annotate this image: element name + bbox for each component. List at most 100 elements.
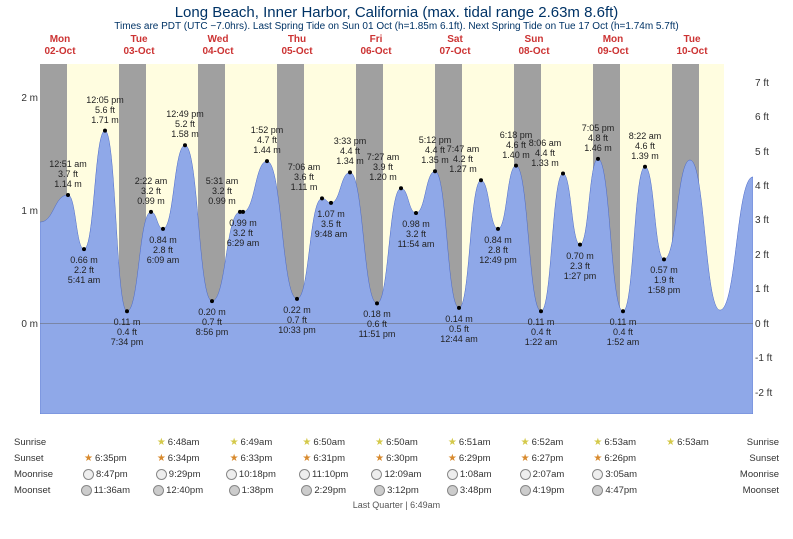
y-tick-ft: 0 ft xyxy=(755,319,769,330)
time-text: 6:33pm xyxy=(241,453,273,464)
sunset-icon: ★ xyxy=(84,453,93,464)
tide-point-label: 0.99 m3.2 ft6:29 am xyxy=(227,218,260,248)
y-tick-ft: 2 ft xyxy=(755,250,769,261)
tide-point-label: 0.11 m0.4 ft1:52 am xyxy=(607,317,640,347)
time-text: 10:18pm xyxy=(239,469,276,480)
moon-icon xyxy=(226,469,237,480)
footer-cell: 11:36am xyxy=(70,485,140,496)
footer-row-moonset: Moonset11:36am12:40pm1:38pm2:29pm3:12pm3… xyxy=(10,482,783,498)
footer-cell: 1:38pm xyxy=(216,485,286,496)
day-header: Wed04-Oct xyxy=(188,34,248,58)
y-tick-m: 0 m xyxy=(21,319,38,330)
footer-cell: ★6:49am xyxy=(216,437,286,448)
footer-cell: ★6:26pm xyxy=(580,453,650,464)
footer-cell: ★6:34pm xyxy=(143,453,213,464)
y-axis-right: -2 ft-1 ft0 ft1 ft2 ft3 ft4 ft5 ft6 ft7 … xyxy=(755,64,783,414)
y-tick-m: 2 m xyxy=(21,93,38,104)
y-tick-ft: 5 ft xyxy=(755,147,769,158)
day-header: Mon09-Oct xyxy=(583,34,643,58)
footer-cell xyxy=(653,469,723,480)
tide-point-label: 0.22 m0.7 ft10:33 pm xyxy=(278,305,316,335)
tide-point-label: 7:27 am3.9 ft1.20 m xyxy=(367,152,400,182)
footer-cell: ★6:50am xyxy=(361,437,431,448)
footer-cell: ★6:51am xyxy=(434,437,504,448)
footer-cell: ★6:31pm xyxy=(289,453,359,464)
tide-point-label: 0.11 m0.4 ft1:22 am xyxy=(525,317,558,347)
y-tick-ft: 4 ft xyxy=(755,181,769,192)
moon-icon xyxy=(229,485,240,496)
moon-icon xyxy=(83,469,94,480)
sunrise-icon: ★ xyxy=(448,437,457,448)
day-header: Mon02-Oct xyxy=(30,34,90,58)
footer-cell: ★6:53am xyxy=(580,437,650,448)
time-text: 11:36am xyxy=(94,485,130,496)
footer-cell: ★6:53am xyxy=(653,437,723,448)
time-text: 9:29pm xyxy=(169,469,201,480)
sunset-icon: ★ xyxy=(302,453,311,464)
time-text: 12:09am xyxy=(384,469,421,480)
tide-point-label: 0.20 m0.7 ft8:56 pm xyxy=(196,307,229,337)
footer-cell: 4:47pm xyxy=(580,485,650,496)
footer-cell xyxy=(653,485,723,496)
y-tick-m: 1 m xyxy=(21,206,38,217)
row-label-left: Sunset xyxy=(10,453,69,464)
time-text: 6:31pm xyxy=(313,453,345,464)
sunrise-icon: ★ xyxy=(666,437,675,448)
footer-cell: ★6:48am xyxy=(143,437,213,448)
sunrise-icon: ★ xyxy=(593,437,602,448)
chart-subtitle: Times are PDT (UTC −7.0hrs). Last Spring… xyxy=(0,21,793,34)
moon-icon xyxy=(371,469,382,480)
chart-title: Long Beach, Inner Harbor, California (ma… xyxy=(0,0,793,21)
y-tick-ft: 7 ft xyxy=(755,78,769,89)
moon-icon xyxy=(81,485,92,496)
tide-point-label: 0.66 m2.2 ft5:41 am xyxy=(68,255,101,285)
tide-point-label: 7:47 am4.2 ft1.27 m xyxy=(447,144,480,174)
footer-cell: 11:10pm xyxy=(289,469,359,480)
time-text: 6:35pm xyxy=(95,453,127,464)
footer-cell: ★6:27pm xyxy=(507,453,577,464)
tide-point-label: 6:18 pm4.6 ft1.40 m xyxy=(500,130,533,160)
time-text: 8:47pm xyxy=(96,469,128,480)
sunset-icon: ★ xyxy=(230,453,239,464)
footer-cell: 9:29pm xyxy=(143,469,213,480)
tide-point-label: 8:22 am4.6 ft1.39 m xyxy=(629,131,662,161)
day-header: Sat07-Oct xyxy=(425,34,485,58)
sunrise-icon: ★ xyxy=(375,437,384,448)
tide-point-label: 12:05 pm5.6 ft1.71 m xyxy=(86,95,124,125)
tide-point-label: 0.11 m0.4 ft7:34 pm xyxy=(111,317,144,347)
footer-cell xyxy=(70,437,140,448)
footer-cell: 3:48pm xyxy=(434,485,504,496)
time-text: 6:30pm xyxy=(386,453,418,464)
row-label-right: Moonrise xyxy=(724,469,783,480)
time-text: 2:07am xyxy=(533,469,565,480)
time-text: 6:50am xyxy=(313,437,345,448)
time-text: 3:12pm xyxy=(387,485,419,496)
footer-cell: 3:12pm xyxy=(361,485,431,496)
sunset-icon: ★ xyxy=(521,453,530,464)
footer-cell: ★6:33pm xyxy=(216,453,286,464)
time-text: 11:10pm xyxy=(312,469,348,480)
footer-cell xyxy=(653,453,723,464)
tide-point-label: 7:05 pm4.8 ft1.46 m xyxy=(582,123,615,153)
tide-point-label: 1:52 pm4.7 ft1.44 m xyxy=(251,125,284,155)
chart-container: Long Beach, Inner Harbor, California (ma… xyxy=(0,0,793,539)
footer-cell: ★6:29pm xyxy=(434,453,504,464)
tide-point-label: 0.14 m0.5 ft12:44 am xyxy=(440,314,478,344)
moon-icon xyxy=(153,485,164,496)
sunset-icon: ★ xyxy=(593,453,602,464)
tide-point-label: 3:33 pm4.4 ft1.34 m xyxy=(334,136,367,166)
y-tick-ft: -2 ft xyxy=(755,388,772,399)
footer-row-sunrise: Sunrise★6:48am★6:49am★6:50am★6:50am★6:51… xyxy=(10,434,783,450)
row-label-left: Moonrise xyxy=(10,469,69,480)
footer-cell: 8:47pm xyxy=(70,469,140,480)
footer-cell: ★6:52am xyxy=(507,437,577,448)
row-label-right: Sunrise xyxy=(724,437,783,448)
row-label-right: Sunset xyxy=(724,453,783,464)
tide-point-label: 8:06 am4.4 ft1.33 m xyxy=(529,138,562,168)
row-label-left: Sunrise xyxy=(10,437,69,448)
moon-icon xyxy=(299,469,310,480)
time-text: 6:48am xyxy=(168,437,200,448)
tide-point-label: 0.70 m2.3 ft1:27 pm xyxy=(564,251,597,281)
moon-icon xyxy=(520,485,531,496)
tide-point-label: 0.84 m2.8 ft12:49 pm xyxy=(479,235,517,265)
